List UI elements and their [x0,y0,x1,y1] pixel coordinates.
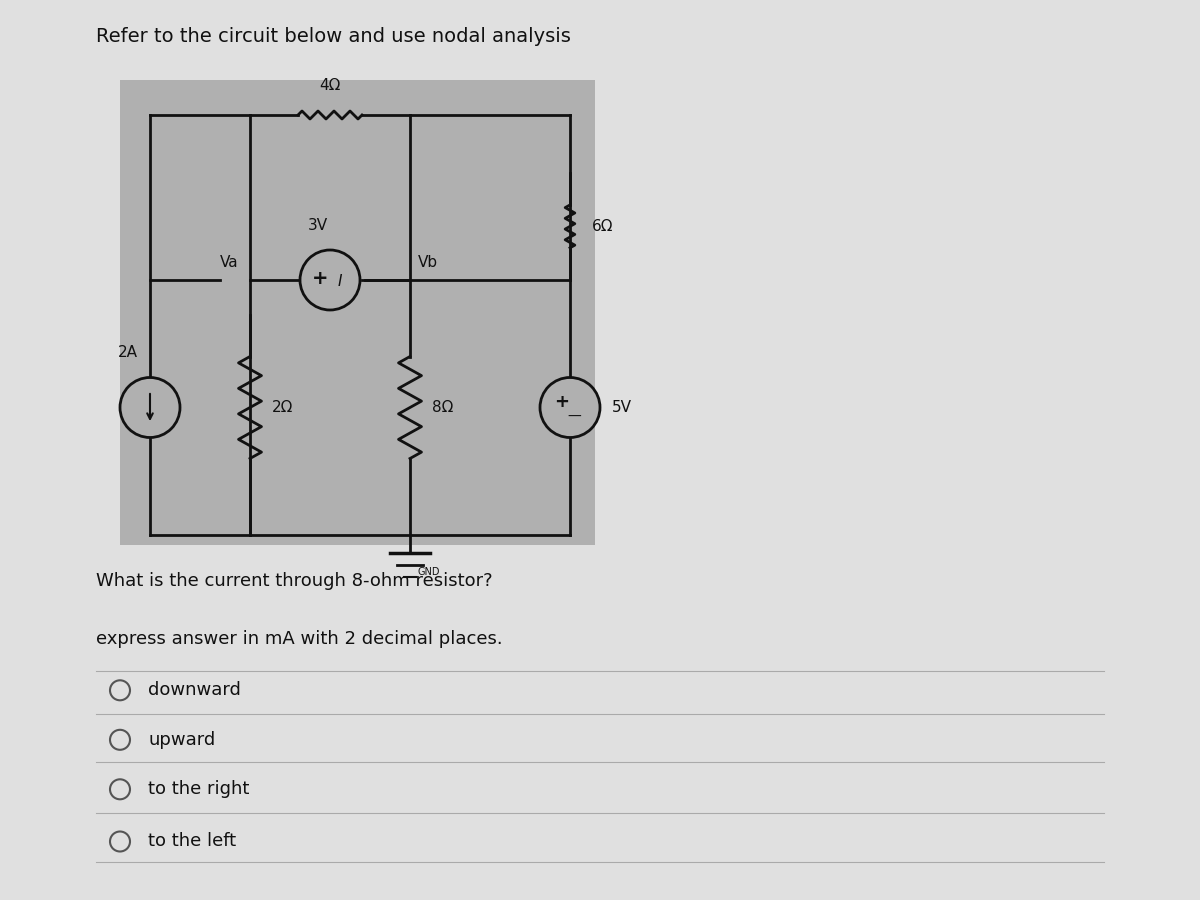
Text: Refer to the circuit below and use nodal analysis: Refer to the circuit below and use nodal… [96,27,571,46]
Text: Vb: Vb [418,255,438,270]
Text: 4Ω: 4Ω [319,78,341,93]
Text: 2A: 2A [118,345,138,360]
Text: Va: Va [220,255,238,270]
Text: to the left: to the left [148,832,236,850]
Text: to the right: to the right [148,780,250,798]
Bar [120,80,595,545]
Text: upward: upward [148,731,215,749]
Circle shape [540,377,600,437]
Text: +: + [312,269,329,289]
Text: express answer in mA with 2 decimal places.: express answer in mA with 2 decimal plac… [96,630,503,648]
Text: GND: GND [418,567,440,577]
Text: 6Ω: 6Ω [592,219,613,234]
Circle shape [300,250,360,310]
Circle shape [120,377,180,437]
Text: 8Ω: 8Ω [432,400,454,415]
Text: I: I [337,274,342,290]
Text: downward: downward [148,681,241,699]
Text: +: + [554,392,570,410]
Text: 2Ω: 2Ω [272,400,293,415]
Text: —: — [568,410,581,424]
Text: 5V: 5V [612,400,632,415]
Text: What is the current through 8-ohm resistor?: What is the current through 8-ohm resist… [96,572,493,590]
Text: 3V: 3V [308,218,328,233]
